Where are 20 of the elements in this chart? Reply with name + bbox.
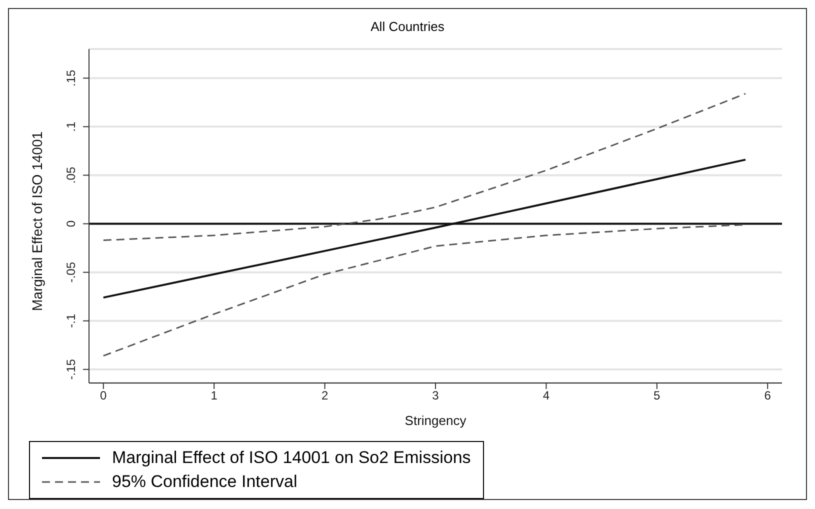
line-series: [102, 92, 746, 242]
y-tick-label: -.05: [64, 262, 78, 283]
x-tick-label: 6: [764, 388, 772, 403]
y-tick-label: .05: [64, 166, 78, 184]
y-tick-label: -.15: [64, 358, 78, 380]
y-tick-label: .1: [64, 121, 78, 132]
x-tick-label: 4: [542, 388, 550, 403]
x-tick-label: 5: [654, 388, 661, 403]
legend-label: 95% Confidence Interval: [112, 471, 298, 493]
legend-label: Marginal Effect of ISO 14001 on So2 Emissions: [112, 447, 471, 469]
x-axis-title: Stringency: [404, 413, 467, 428]
y-axis-title: Marginal Effect of ISO 14001: [28, 131, 45, 311]
x-tick-label: 0: [100, 388, 108, 403]
y-tick-label: 0: [64, 220, 78, 228]
y-tick-label: -.1: [64, 314, 78, 328]
x-tick-label: 2: [321, 388, 328, 403]
y-tick-label: .15: [64, 69, 78, 86]
chart-title: All Countries: [370, 18, 446, 36]
x-tick-label: 1: [210, 388, 218, 403]
x-tick-label: 3: [432, 388, 440, 403]
